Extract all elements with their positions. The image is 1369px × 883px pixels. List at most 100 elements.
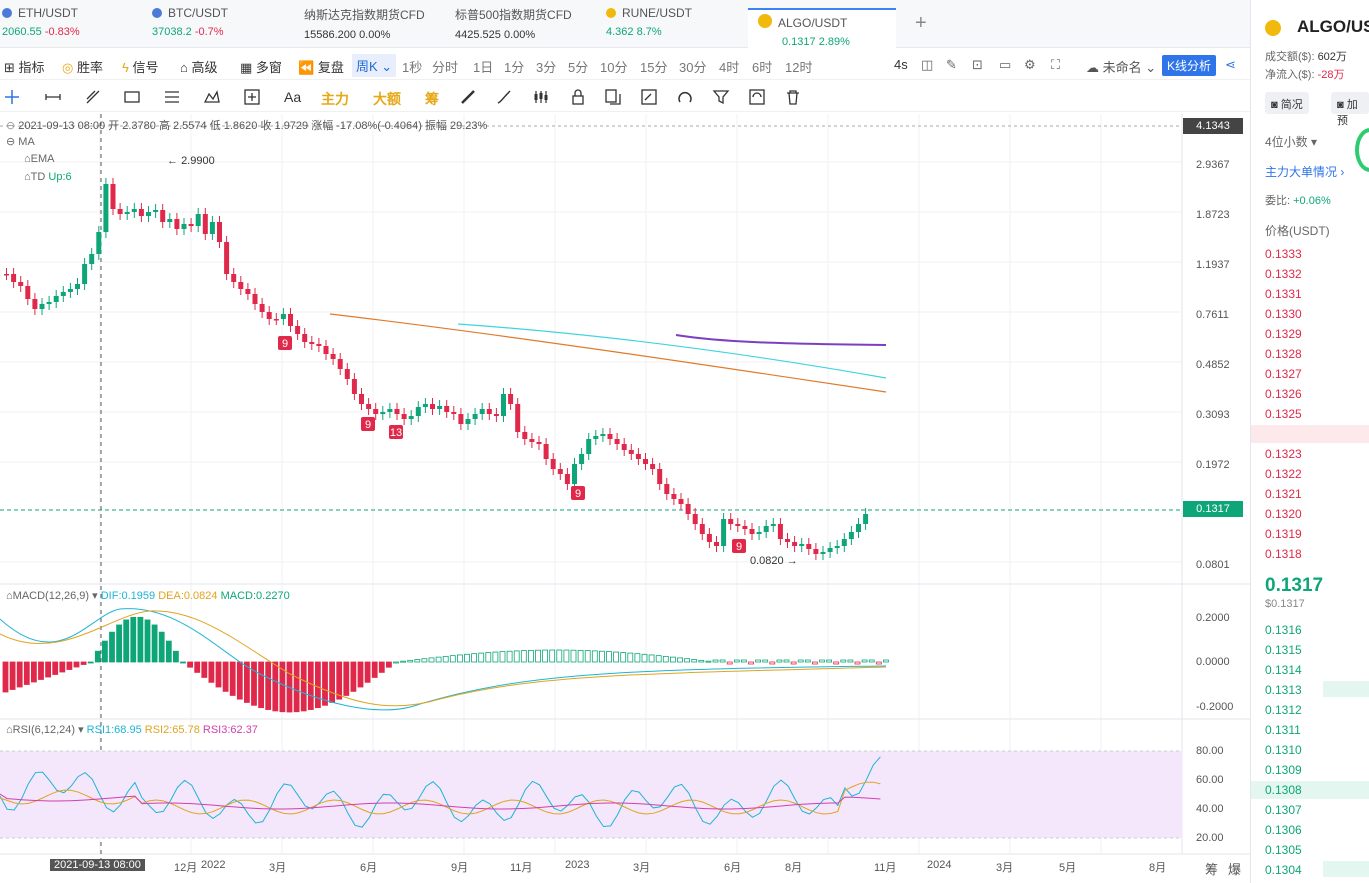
rectangle-icon[interactable] bbox=[123, 88, 141, 106]
ema-indicator[interactable]: ⌂EMA bbox=[24, 153, 55, 165]
bid-price[interactable]: 0.1313 bbox=[1265, 683, 1302, 697]
alert-button[interactable]: ◙ 加预 bbox=[1331, 92, 1369, 127]
kline-chart[interactable]: 9 9 13 9 9 ⊖ 2021-09-13 08:00 开 2.3780 高 2.5… bbox=[0, 114, 1250, 883]
period-30m[interactable]: 30分 bbox=[679, 60, 707, 75]
burst-corner-button[interactable]: 爆 bbox=[1228, 862, 1242, 877]
tab-sp500[interactable]: 标普500指数期货CFD 4425.525 0.00% bbox=[453, 6, 572, 46]
chart-canvas[interactable]: 9 9 13 9 9 bbox=[0, 114, 1250, 883]
layout-icon[interactable]: ▭ bbox=[999, 57, 1012, 72]
ask-price[interactable]: 0.1333 bbox=[1265, 247, 1302, 261]
trend-line-icon[interactable] bbox=[84, 88, 102, 106]
ask-price[interactable]: 0.1328 bbox=[1265, 347, 1302, 361]
period-6h[interactable]: 6时 bbox=[752, 60, 773, 75]
ma-indicator[interactable]: ⊖ MA bbox=[6, 135, 35, 148]
pencil-icon[interactable]: ✎ bbox=[946, 57, 957, 72]
chip-button[interactable]: 筹 bbox=[425, 91, 439, 107]
tab-eth[interactable]: ETH/USDT 2060.55 -0.83% bbox=[0, 6, 80, 46]
candle-icon[interactable] bbox=[532, 88, 550, 106]
tab-nasdaq[interactable]: 纳斯达克指数期货CFD 15586.200 0.00% bbox=[302, 6, 425, 46]
magnet-icon[interactable] bbox=[676, 88, 694, 106]
ask-price[interactable]: 0.1329 bbox=[1265, 327, 1302, 341]
share-icon[interactable]: ⋖ bbox=[1225, 57, 1236, 72]
bid-price[interactable]: 0.1308 bbox=[1265, 783, 1302, 797]
text-tool-icon[interactable]: Aa bbox=[284, 89, 302, 105]
ask-price[interactable]: 0.1322 bbox=[1265, 467, 1302, 481]
ask-price[interactable]: 0.1326 bbox=[1265, 387, 1302, 401]
ask-price[interactable]: 0.1332 bbox=[1265, 267, 1302, 281]
tab-algo[interactable]: ALGO/USDT 0.1317 2.89% bbox=[748, 8, 896, 48]
bid-price[interactable]: 0.1309 bbox=[1265, 763, 1302, 777]
brush-icon[interactable] bbox=[495, 88, 513, 106]
kline-analysis-button[interactable]: K线分析 bbox=[1162, 55, 1217, 76]
period-3m[interactable]: 3分 bbox=[536, 60, 557, 75]
fib-icon[interactable] bbox=[163, 88, 181, 106]
period-10m[interactable]: 10分 bbox=[600, 60, 628, 75]
period-5m[interactable]: 5分 bbox=[568, 60, 589, 75]
bid-price[interactable]: 0.1312 bbox=[1265, 703, 1302, 717]
brief-button[interactable]: ◙ 简况 bbox=[1265, 92, 1309, 114]
trash-icon[interactable] bbox=[784, 88, 802, 106]
bid-price[interactable]: 0.1306 bbox=[1265, 823, 1302, 837]
settings-icon[interactable]: ⚙ bbox=[1024, 57, 1036, 72]
collapse-icon[interactable]: ⊖ bbox=[6, 120, 19, 132]
bid-price[interactable]: 0.1305 bbox=[1265, 843, 1302, 857]
bid-price[interactable]: 0.1314 bbox=[1265, 663, 1302, 677]
td-indicator[interactable]: ⌂TD Up:6 bbox=[24, 171, 72, 183]
main-force-button[interactable]: 主力 bbox=[321, 91, 349, 107]
big-amount-button[interactable]: 大额 bbox=[373, 91, 401, 107]
ask-price[interactable]: 0.1330 bbox=[1265, 307, 1302, 321]
ask-price[interactable]: 0.1318 bbox=[1265, 547, 1302, 561]
period-12h[interactable]: 12时 bbox=[785, 60, 813, 75]
bid-price[interactable]: 0.1315 bbox=[1265, 643, 1302, 657]
ask-price[interactable]: 0.1321 bbox=[1265, 487, 1302, 501]
rsi-indicator[interactable]: ⌂RSI(6,12,24) ▾ RSI1:68.95 RSI2:65.78 RS… bbox=[6, 724, 258, 736]
ask-price[interactable]: 0.1323 bbox=[1265, 447, 1302, 461]
advanced-button[interactable]: ⌂ 高级 bbox=[180, 57, 218, 76]
replay-button[interactable]: ⏪ 复盘 bbox=[298, 57, 344, 76]
ask-price[interactable]: 0.1319 bbox=[1265, 527, 1302, 541]
bid-price[interactable]: 0.1316 bbox=[1265, 623, 1302, 637]
refresh-interval[interactable]: 4s bbox=[894, 57, 908, 72]
horizontal-line-icon[interactable] bbox=[44, 88, 62, 106]
filter-icon[interactable] bbox=[712, 88, 730, 106]
camera-icon[interactable]: ◫ bbox=[921, 57, 934, 72]
copy-icon[interactable] bbox=[604, 88, 622, 106]
bid-price[interactable]: 0.1307 bbox=[1265, 803, 1302, 817]
bid-price[interactable]: 0.1311 bbox=[1265, 723, 1301, 737]
multi-window-button[interactable]: ▦ 多窗 bbox=[240, 57, 282, 76]
sync-icon[interactable] bbox=[748, 88, 766, 106]
ask-price[interactable]: 0.1325 bbox=[1265, 407, 1302, 421]
tab-rune[interactable]: RUNE/USDT 4.362 8.7% bbox=[604, 6, 692, 46]
ask-price[interactable]: 0.1331 bbox=[1265, 287, 1302, 301]
ask-price[interactable]: 0.1320 bbox=[1265, 507, 1302, 521]
crosshair-icon[interactable] bbox=[3, 88, 21, 106]
tab-btc[interactable]: BTC/USDT 37038.2 -0.7% bbox=[150, 6, 228, 46]
cloud-save-button[interactable]: ☁ 未命名 ⌄ bbox=[1086, 57, 1156, 76]
period-1d[interactable]: 1日 bbox=[473, 60, 494, 75]
candle-body bbox=[479, 409, 485, 414]
ruler-icon[interactable] bbox=[459, 88, 477, 106]
edit-icon[interactable] bbox=[640, 88, 658, 106]
period-timeshare[interactable]: 分时 bbox=[432, 60, 459, 75]
bid-price[interactable]: 0.1304 bbox=[1265, 863, 1302, 877]
annotate-icon[interactable]: ⊡ bbox=[972, 57, 983, 72]
period-1m[interactable]: 1分 bbox=[504, 60, 525, 75]
period-select[interactable]: 周K ⌄ bbox=[352, 54, 397, 77]
pattern-icon[interactable] bbox=[203, 88, 221, 106]
decimals-select[interactable]: 4位小数 ▾ bbox=[1265, 135, 1318, 149]
winrate-button[interactable]: ◎ 胜率 bbox=[62, 57, 103, 76]
period-1s[interactable]: 1秒 bbox=[402, 60, 423, 75]
measure-icon[interactable] bbox=[243, 88, 261, 106]
ask-price[interactable]: 0.1327 bbox=[1265, 367, 1302, 381]
period-4h[interactable]: 4时 bbox=[719, 60, 740, 75]
add-tab-button[interactable]: + bbox=[915, 12, 927, 34]
macd-indicator[interactable]: ⌂MACD(12,26,9) ▾ DIF:0.1959 DEA:0.0824 M… bbox=[6, 590, 290, 602]
chip-corner-button[interactable]: 筹 bbox=[1205, 862, 1219, 877]
indicators-button[interactable]: ⊞ 指标 bbox=[4, 60, 45, 75]
signal-button[interactable]: ϟ 信号 bbox=[122, 57, 159, 76]
lock-icon[interactable] bbox=[569, 88, 587, 106]
bid-price[interactable]: 0.1310 bbox=[1265, 743, 1302, 757]
main-order-link[interactable]: 主力大单情况 › bbox=[1265, 165, 1345, 179]
period-15m[interactable]: 15分 bbox=[640, 60, 668, 75]
fullscreen-icon[interactable]: ⛶ bbox=[1051, 57, 1061, 72]
